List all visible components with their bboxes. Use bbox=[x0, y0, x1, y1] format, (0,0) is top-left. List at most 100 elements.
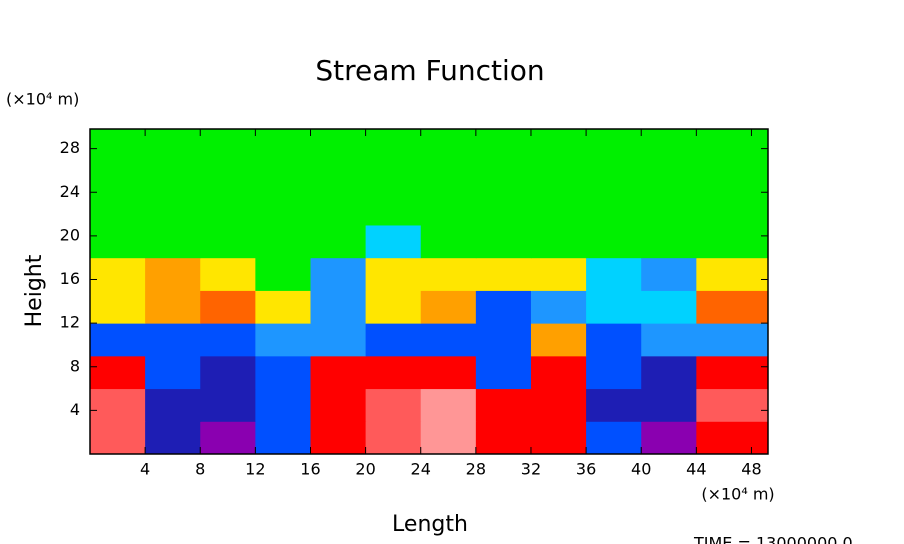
x-tick-label: 20 bbox=[355, 460, 375, 479]
contour-cell bbox=[475, 224, 532, 259]
contour-cell bbox=[90, 129, 146, 161]
contour-cell bbox=[145, 129, 201, 161]
contour-cell bbox=[641, 129, 697, 161]
contour-cell bbox=[310, 421, 367, 455]
contour-cell bbox=[255, 257, 311, 291]
contour-cell bbox=[420, 323, 477, 357]
contour-cell bbox=[145, 192, 201, 226]
contour-cell bbox=[420, 192, 477, 226]
y-tick-label: 16 bbox=[60, 269, 80, 288]
y-axis-label: Height bbox=[22, 254, 47, 327]
contour-cell bbox=[310, 129, 367, 161]
contour-cell bbox=[696, 129, 769, 161]
y-tick-label: 28 bbox=[60, 138, 80, 157]
contour-cell bbox=[255, 192, 311, 226]
contour-cell bbox=[310, 323, 367, 357]
contour-cell bbox=[641, 355, 697, 390]
y-tick-label: 8 bbox=[70, 356, 80, 375]
plot-frame bbox=[89, 128, 769, 455]
contour-cell bbox=[586, 257, 642, 291]
contour-cell bbox=[641, 290, 697, 324]
contour-cell bbox=[475, 388, 532, 422]
contour-cell bbox=[145, 257, 201, 291]
y-tick-label: 4 bbox=[70, 400, 80, 419]
contour-cell bbox=[475, 421, 532, 455]
chart-title: Stream Function bbox=[315, 54, 544, 87]
contour-cell bbox=[90, 388, 146, 422]
time-annotation: TIME = 13000000.0 bbox=[693, 534, 853, 544]
contour-cell bbox=[641, 257, 697, 291]
contour-cell bbox=[420, 224, 477, 259]
x-tick-label: 36 bbox=[576, 460, 596, 479]
contour-cell bbox=[530, 355, 587, 390]
y-tick-label: 12 bbox=[60, 313, 80, 332]
contour-cell bbox=[365, 129, 422, 161]
contour-cell bbox=[530, 159, 587, 193]
x-tick-label: 4 bbox=[140, 460, 150, 479]
contour-cell bbox=[530, 388, 587, 422]
contour-cell bbox=[200, 421, 256, 455]
contour-cell bbox=[255, 159, 311, 193]
contour-cell bbox=[696, 192, 769, 226]
contour-cell bbox=[696, 421, 769, 455]
contour-cell bbox=[255, 224, 311, 259]
contour-cell bbox=[586, 388, 642, 422]
contour-cell bbox=[530, 323, 587, 357]
contour-cell bbox=[586, 355, 642, 390]
contour-cell bbox=[200, 323, 256, 357]
contour-cell bbox=[696, 159, 769, 193]
contour-cell bbox=[420, 129, 477, 161]
contour-cell bbox=[696, 388, 769, 422]
contour-cell bbox=[365, 257, 422, 291]
y-tick-label: 24 bbox=[60, 182, 80, 201]
contour-cell bbox=[420, 388, 477, 422]
contour-cell bbox=[475, 192, 532, 226]
x-tick-label: 48 bbox=[741, 460, 761, 479]
contour-cell bbox=[200, 388, 256, 422]
contour-cell bbox=[90, 224, 146, 259]
contour-field bbox=[90, 129, 769, 455]
contour-cell bbox=[586, 129, 642, 161]
contour-cell bbox=[475, 355, 532, 390]
contour-cell bbox=[200, 129, 256, 161]
contour-cell bbox=[90, 192, 146, 226]
contour-cell bbox=[530, 290, 587, 324]
contour-cell bbox=[310, 159, 367, 193]
contour-cell bbox=[145, 355, 201, 390]
contour-cell bbox=[90, 323, 146, 357]
contour-cell bbox=[200, 257, 256, 291]
x-tick-label: 16 bbox=[300, 460, 320, 479]
contour-cell bbox=[696, 355, 769, 390]
y-unit: (×10⁴ m) bbox=[6, 90, 79, 109]
contour-cell bbox=[200, 159, 256, 193]
contour-cell bbox=[145, 323, 201, 357]
x-tick-label: 28 bbox=[466, 460, 486, 479]
contour-cell bbox=[90, 290, 146, 324]
contour-cell bbox=[200, 290, 256, 324]
x-tick-label: 40 bbox=[631, 460, 651, 479]
contour-cell bbox=[365, 388, 422, 422]
contour-cell bbox=[641, 192, 697, 226]
contour-cell bbox=[310, 257, 367, 291]
contour-cell bbox=[145, 290, 201, 324]
x-tick-label: 44 bbox=[686, 460, 706, 479]
contour-cell bbox=[255, 323, 311, 357]
contour-cell bbox=[641, 388, 697, 422]
contour-cell bbox=[420, 290, 477, 324]
contour-cell bbox=[420, 159, 477, 193]
contour-cell bbox=[90, 355, 146, 390]
contour-cell bbox=[255, 290, 311, 324]
contour-cell bbox=[530, 257, 587, 291]
contour-cell bbox=[365, 355, 422, 390]
contour-cell bbox=[475, 290, 532, 324]
contour-cell bbox=[586, 192, 642, 226]
contour-cell bbox=[530, 421, 587, 455]
contour-cell bbox=[586, 421, 642, 455]
contour-cell bbox=[586, 290, 642, 324]
contour-cell bbox=[641, 421, 697, 455]
contour-cell bbox=[255, 421, 311, 455]
contour-cell bbox=[200, 224, 256, 259]
contour-cell bbox=[310, 355, 367, 390]
